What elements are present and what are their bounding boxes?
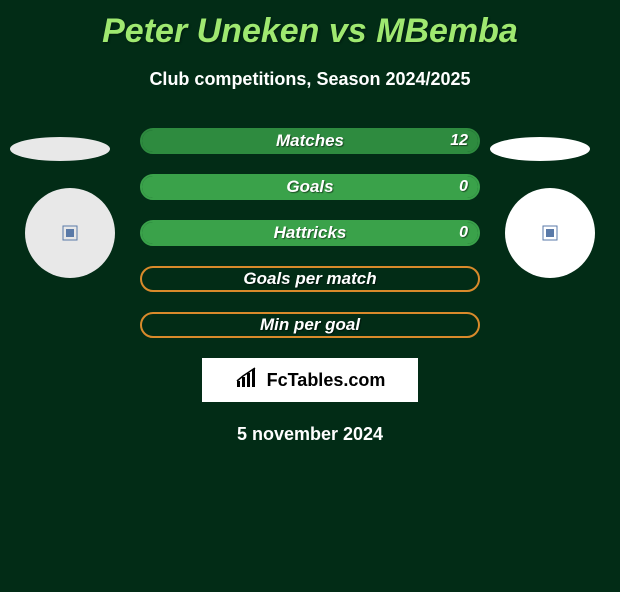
left-player-ellipse bbox=[10, 137, 110, 161]
page-title: Peter Uneken vs MBemba bbox=[0, 12, 620, 51]
stat-bar: Goals 0 bbox=[140, 174, 480, 200]
date-line: 5 november 2024 bbox=[0, 424, 620, 445]
right-player-avatar bbox=[505, 188, 595, 278]
logo-box: FcTables.com bbox=[202, 358, 418, 402]
stat-bar-value: 0 bbox=[459, 178, 468, 196]
stat-bar-label: Goals bbox=[286, 177, 333, 197]
stat-bar: Goals per match bbox=[140, 266, 480, 292]
stat-bar: Hattricks 0 bbox=[140, 220, 480, 246]
left-player-avatar bbox=[25, 188, 115, 278]
stat-bar-value: 12 bbox=[450, 132, 468, 150]
stat-bar-label: Goals per match bbox=[243, 269, 376, 289]
comparison-area: Matches 12 Goals 0 Hattricks 0 Goals per match… bbox=[0, 128, 620, 445]
stat-bar-label: Min per goal bbox=[260, 315, 360, 335]
subtitle: Club competitions, Season 2024/2025 bbox=[0, 69, 620, 90]
placeholder-icon bbox=[62, 225, 78, 241]
stat-bar-label: Matches bbox=[276, 131, 344, 151]
stat-bar: Min per goal bbox=[140, 312, 480, 338]
stat-bars: Matches 12 Goals 0 Hattricks 0 Goals per match… bbox=[140, 128, 480, 338]
stat-bar: Matches 12 bbox=[140, 128, 480, 154]
stat-bar-value: 0 bbox=[459, 224, 468, 242]
right-player-ellipse bbox=[490, 137, 590, 161]
stat-bar-label: Hattricks bbox=[274, 223, 347, 243]
logo-text: FcTables.com bbox=[267, 370, 386, 391]
logo-icon bbox=[235, 367, 261, 394]
placeholder-icon bbox=[542, 225, 558, 241]
